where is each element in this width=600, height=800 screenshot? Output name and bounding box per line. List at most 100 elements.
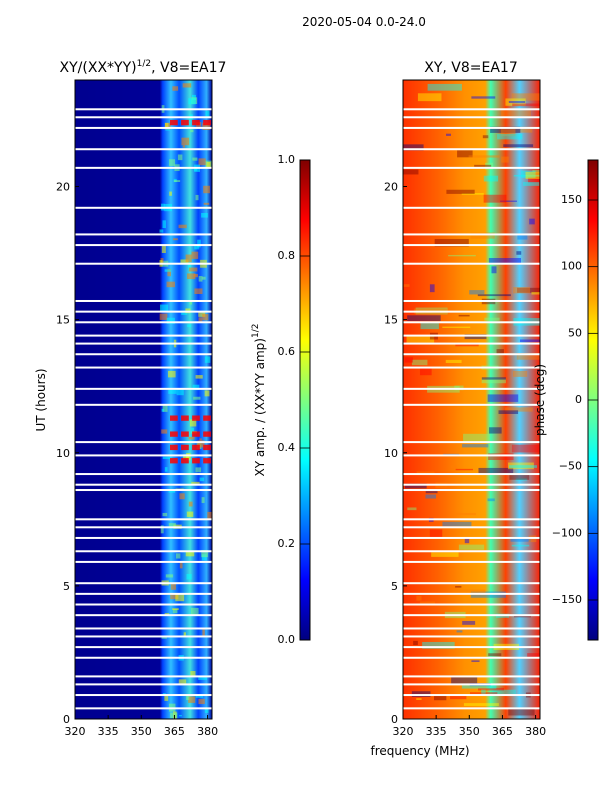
phase-gap-row [403,518,540,521]
phase-feature [525,171,540,179]
amplitude-feature [188,501,193,507]
phase-feature [463,703,499,706]
phase-gap-row [403,592,540,595]
amplitude-x-axis: 320 335 350 365 380 [65,715,218,738]
phase-feature [481,377,506,380]
amplitude-gap-row [75,646,212,649]
phase-feature [464,537,470,544]
amplitude-gap-row [75,675,212,678]
phase-feature [427,83,462,91]
phase-feature [512,103,540,107]
phase-feature [488,453,514,461]
amplitude-feature [183,454,189,459]
amplitude-gap-row [75,694,212,697]
amplitude-feature [201,276,206,280]
amplitude-feature [188,263,191,271]
amplitude-colorbar-tick-label: 1.0 [278,153,296,166]
phase-gap-row [403,321,540,324]
amplitude-hot-cell [170,119,178,126]
phase-gap-row [403,694,540,697]
phase-feature [442,326,471,329]
phase-gap-row [403,536,540,539]
amplitude-feature [186,695,190,700]
amplitude-colorbar: 0.0 0.2 0.4 0.6 0.8 1.0 XY amp. / (XX*YY amp)… [251,153,311,646]
amplitude-feature [187,324,192,328]
phase-gap-row [403,334,540,337]
amplitude-feature [164,693,169,701]
phase-feature [446,189,475,194]
phase-feature [513,287,531,294]
amplitude-feature [186,573,192,580]
amplitude-feature [172,609,178,614]
phase-feature [498,410,519,414]
amplitude-gap-row [75,483,212,486]
phase-feature [532,169,540,173]
phase-feature [527,653,540,658]
phase-feature [471,96,496,99]
phase-x-axis: 320 335 350 365 380 [393,715,546,738]
amplitude-gap-row [75,262,212,265]
phase-gap-row [403,403,540,406]
amplitude-gap-row [75,148,212,151]
amplitude-gap-row [75,334,212,337]
amplitude-feature [192,157,198,161]
phase-gap-row [403,656,540,659]
phase-gap-row [403,675,540,678]
amplitude-hot-cell [181,444,189,451]
amplitude-y-tick-label: 0 [63,713,70,726]
amplitude-gap-row [75,233,212,236]
phase-panel: XY, V8=EA17 320 335 350 365 380 0 5 10 15 20 fre… [370,60,546,758]
amplitude-gap-row [75,656,212,659]
phase-feature [403,169,419,175]
amplitude-gap-row [75,683,212,686]
amplitude-feature [198,276,203,282]
amplitude-y-axis: 0 5 10 15 20 [56,181,79,726]
amplitude-feature [161,245,166,253]
phase-feature [416,471,435,475]
amplitude-feature [162,512,168,517]
phase-gap-row [403,166,540,169]
amplitude-y-tick-label: 5 [63,580,70,593]
suptitle: 2020-05-04 0.0-24.0 [302,15,426,29]
phase-feature [429,529,443,538]
phase-frame [402,79,541,720]
amplitude-feature [176,388,184,396]
amplitude-hot-cell [203,431,211,437]
phase-feature [516,353,540,360]
amplitude-gap-row [75,550,212,553]
phase-gap-row [403,310,540,313]
amplitude-heatmap [75,80,212,719]
amplitude-feature [195,375,203,379]
amplitude-feature [185,254,192,263]
amplitude-feature [204,390,210,397]
amplitude-hot-cell [203,415,211,421]
phase-colorbar-tick-label: −150 [552,593,582,606]
phase-gap-row [403,683,540,686]
phase-feature [419,601,436,605]
phase-colorbar-tick-label: −50 [559,460,582,473]
amplitude-hot-cell [192,415,200,421]
phase-feature [508,462,534,470]
phase-feature [528,177,540,183]
amplitude-gap-row [75,627,212,630]
phase-gap-row [403,550,540,553]
phase-feature [511,93,540,101]
amplitude-feature [167,370,176,378]
phase-feature [442,521,472,527]
phase-gap-row [403,627,540,630]
amplitude-gaps [75,108,212,710]
amplitude-feature [176,553,181,559]
amplitude-colorbar-label: XY amp. / (XX*YY amp)1/2 [251,324,267,477]
phase-gap-row [403,707,540,710]
amplitude-feature [182,83,192,88]
phase-y-axis: 0 5 10 15 20 [384,181,407,726]
phase-feature [403,284,410,287]
phase-feature [501,156,509,163]
amplitude-hot-cell [192,119,200,126]
phase-gap-row [403,366,540,369]
amplitude-hot-cell [203,119,211,126]
amplitude-feature [202,629,205,636]
amplitude-feature [194,288,203,294]
amplitude-feature [189,419,197,427]
phase-gap-row [403,108,540,111]
